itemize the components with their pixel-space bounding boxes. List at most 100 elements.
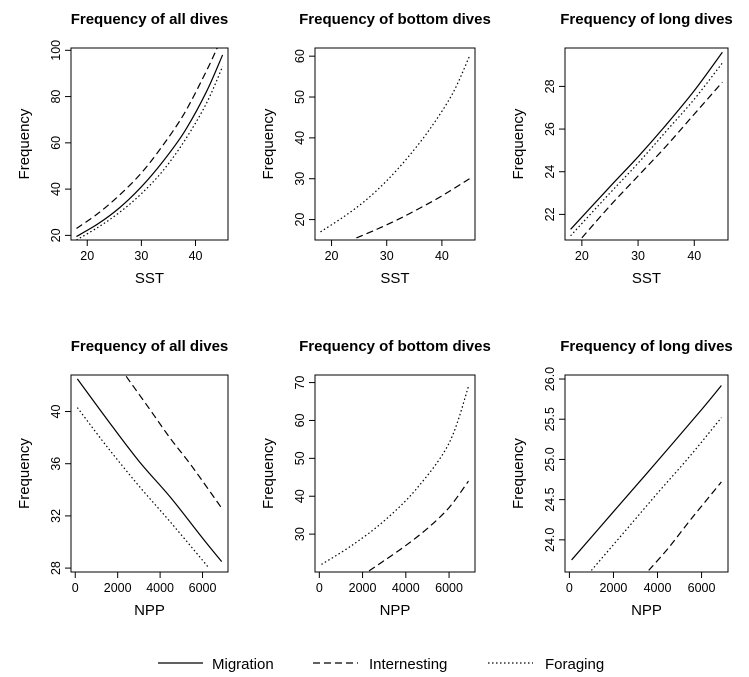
y-axis-label: Frequency: [16, 108, 33, 179]
y-tick-label: 24.5: [543, 487, 557, 511]
x-tick-label: 30: [380, 249, 394, 263]
series-line-internesting: [581, 81, 723, 239]
y-tick-label: 40: [293, 131, 307, 145]
legend: Migration Internesting Foraging: [158, 656, 604, 673]
x-tick-label: 40: [435, 249, 449, 263]
series-line-internesting: [76, 48, 218, 229]
chart-title: Frequency of all dives: [71, 338, 229, 355]
x-tick-label: 6000: [435, 581, 463, 595]
x-tick-label: 30: [134, 249, 148, 263]
y-tick-label: 70: [293, 376, 307, 390]
plot-frame: [564, 374, 729, 573]
x-axis-label: SST: [135, 270, 164, 287]
y-tick-label: 22: [543, 207, 557, 221]
y-tick-label: 40: [49, 405, 63, 419]
x-tick-label: 20: [80, 249, 94, 263]
y-axis-label: Frequency: [260, 108, 277, 179]
plot-frame: [70, 47, 229, 241]
x-tick-label: 0: [316, 581, 323, 595]
series-line-migration: [570, 51, 723, 230]
y-tick-label: 24.0: [543, 528, 557, 552]
x-axis-label: NPP: [380, 602, 411, 619]
x-axis-label: SST: [380, 270, 409, 287]
y-tick-label: 26.0: [543, 367, 557, 391]
series-line-foraging: [590, 417, 722, 571]
plot-frame: [70, 374, 229, 573]
x-axis-label: SST: [632, 270, 661, 287]
series-line-internesting: [125, 375, 223, 509]
x-tick-label: 4000: [392, 581, 420, 595]
y-tick-label: 30: [293, 527, 307, 541]
legend-label-internesting: Internesting: [369, 656, 447, 673]
y-axis-label: Frequency: [260, 438, 277, 509]
y-tick-label: 28: [49, 561, 63, 575]
y-tick-label: 50: [293, 451, 307, 465]
series-line-foraging: [76, 66, 224, 240]
y-tick-label: 20: [49, 228, 63, 242]
chart-panel-2: Frequency of bottom dives 20 30 40 20 30 40 50 6…: [260, 11, 491, 287]
y-tick-label: 30: [293, 172, 307, 186]
chart-title: Frequency of long dives: [560, 338, 733, 355]
y-tick-label: 25.5: [543, 407, 557, 431]
y-axis-label: Frequency: [510, 108, 527, 179]
y-tick-label: 40: [49, 182, 63, 196]
y-tick-label: 40: [293, 489, 307, 503]
x-tick-label: 2000: [600, 581, 628, 595]
series-line-foraging: [570, 62, 723, 237]
x-tick-label: 20: [325, 249, 339, 263]
y-tick-label: 28: [543, 79, 557, 93]
x-tick-label: 0: [566, 581, 573, 595]
y-tick-label: 80: [49, 90, 63, 104]
chart-title: Frequency of long dives: [560, 11, 733, 28]
x-tick-label: 2000: [104, 581, 132, 595]
chart-title: Frequency of all dives: [71, 11, 229, 28]
series-line-internesting: [368, 480, 469, 572]
x-tick-label: 40: [189, 249, 203, 263]
chart-panel-5: Frequency of bottom dives 0 2000 4000 6000 30…: [260, 338, 491, 619]
y-tick-label: 25.0: [543, 447, 557, 471]
chart-panel-4: Frequency of all dives 0 2000 4000 6000 28 32 3…: [16, 338, 229, 619]
x-tick-label: 40: [687, 249, 701, 263]
y-tick-label: 50: [293, 90, 307, 104]
chart-panel-3: Frequency of long dives 20 30 40 22 24 26 28 SST…: [510, 11, 733, 287]
plot-frame: [314, 374, 476, 573]
series-line-foraging: [76, 407, 210, 569]
series-line-internesting: [648, 481, 722, 571]
series-line-foraging: [321, 386, 470, 565]
y-tick-label: 60: [293, 413, 307, 427]
chart-panel-6: Frequency of long dives 0 2000 4000 6000 24.0…: [510, 338, 733, 619]
chart-title: Frequency of bottom dives: [299, 338, 491, 355]
x-tick-label: 4000: [644, 581, 672, 595]
y-tick-label: 100: [49, 40, 63, 61]
series-line-internesting: [356, 178, 470, 239]
plot-frame: [564, 47, 729, 241]
plot-frame: [314, 47, 476, 241]
chart-panel-1: Frequency of all dives 20 30 40 20 40 60 80 100 S…: [16, 11, 229, 287]
x-tick-label: 4000: [146, 581, 174, 595]
y-tick-label: 60: [293, 49, 307, 63]
legend-label-foraging: Foraging: [545, 656, 604, 673]
legend-label-migration: Migration: [212, 656, 274, 673]
y-tick-label: 60: [49, 136, 63, 150]
x-tick-label: 2000: [349, 581, 377, 595]
y-tick-label: 20: [293, 213, 307, 227]
y-axis-label: Frequency: [510, 438, 527, 509]
series-line-migration: [76, 378, 223, 562]
x-axis-label: NPP: [631, 602, 662, 619]
chart-title: Frequency of bottom dives: [299, 11, 491, 28]
x-tick-label: 0: [72, 581, 79, 595]
series-line-migration: [571, 385, 722, 561]
x-tick-label: 30: [631, 249, 645, 263]
series-line-migration: [76, 54, 224, 238]
x-tick-label: 6000: [189, 581, 217, 595]
y-tick-label: 36: [49, 457, 63, 471]
y-axis-label: Frequency: [16, 438, 33, 509]
y-tick-label: 24: [543, 165, 557, 179]
y-tick-label: 26: [543, 122, 557, 136]
y-tick-label: 32: [49, 509, 63, 523]
x-tick-label: 20: [575, 249, 589, 263]
x-axis-label: NPP: [134, 602, 165, 619]
series-line-foraging: [320, 55, 471, 233]
x-tick-label: 6000: [688, 581, 716, 595]
